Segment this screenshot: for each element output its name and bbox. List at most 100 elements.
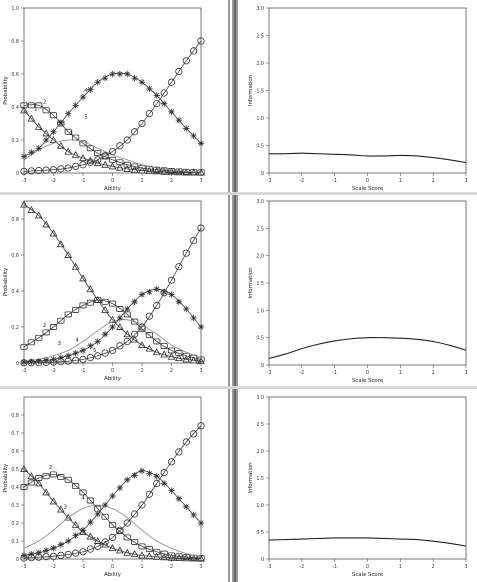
square-marker bbox=[131, 163, 139, 170]
series-category-5 bbox=[20, 37, 205, 175]
x-tick-label: -1 bbox=[332, 178, 337, 184]
triangle-marker bbox=[160, 553, 169, 561]
star-marker bbox=[65, 537, 72, 545]
star-marker bbox=[20, 153, 28, 160]
star-marker bbox=[124, 305, 131, 313]
row-separator bbox=[0, 192, 477, 195]
y-tick-label: 0.5 bbox=[11, 467, 19, 473]
star-marker bbox=[57, 354, 65, 361]
circle-marker bbox=[94, 352, 102, 360]
star-marker bbox=[153, 286, 160, 293]
star-marker bbox=[94, 510, 101, 518]
circle-marker bbox=[72, 549, 80, 557]
y-tick-label: 0.6 bbox=[11, 72, 19, 78]
star-marker bbox=[28, 358, 35, 365]
x-tick-label: 0 bbox=[111, 564, 114, 570]
series-category-5 bbox=[20, 224, 205, 367]
triangle-marker bbox=[138, 340, 146, 348]
square-marker bbox=[64, 476, 72, 483]
circle-marker bbox=[108, 147, 117, 156]
star-marker bbox=[101, 501, 109, 509]
panel-splitter-highlight bbox=[230, 0, 232, 582]
circle-marker bbox=[42, 166, 50, 174]
y-tick-label: 2.5 bbox=[256, 226, 264, 232]
circle-marker bbox=[86, 353, 94, 362]
series-line bbox=[23, 204, 202, 362]
star-marker bbox=[183, 503, 190, 510]
triangle-marker bbox=[123, 330, 132, 338]
x-tick-label: 2 bbox=[432, 370, 435, 376]
triangle-marker bbox=[56, 240, 65, 248]
star-marker bbox=[87, 342, 94, 350]
star-marker bbox=[146, 470, 153, 477]
y-tick-label: 0.3 bbox=[11, 503, 19, 509]
triangle-marker bbox=[174, 553, 183, 561]
x-axis-label: Ability bbox=[104, 186, 122, 192]
curve-label: 3 bbox=[70, 131, 73, 137]
square-marker bbox=[79, 489, 87, 496]
x-tick-label: -2 bbox=[299, 370, 304, 376]
circle-marker bbox=[35, 166, 43, 175]
square-marker bbox=[138, 325, 146, 332]
triangle-marker bbox=[108, 544, 117, 552]
square-marker bbox=[182, 352, 190, 359]
square-marker bbox=[167, 347, 176, 354]
square-marker bbox=[153, 338, 161, 345]
triangle-marker bbox=[160, 167, 169, 175]
triangle-marker bbox=[130, 165, 139, 173]
triangle-marker bbox=[108, 315, 117, 323]
y-tick-label: 0.1 bbox=[11, 539, 19, 545]
star-marker bbox=[42, 357, 50, 364]
square-marker bbox=[86, 299, 94, 306]
y-tick-label: 0.4 bbox=[11, 289, 19, 295]
circle-marker bbox=[108, 533, 117, 542]
triangle-marker bbox=[182, 355, 191, 363]
plot-frame bbox=[23, 200, 202, 364]
star-marker bbox=[28, 149, 35, 156]
star-marker bbox=[183, 305, 190, 313]
square-marker bbox=[94, 297, 102, 303]
circle-marker bbox=[20, 167, 28, 175]
x-tick-label: -3 bbox=[22, 178, 27, 184]
star-marker bbox=[35, 358, 42, 365]
circle-marker bbox=[20, 359, 28, 367]
panel-splitter[interactable] bbox=[228, 0, 238, 582]
plot-frame bbox=[268, 396, 467, 560]
circle-marker bbox=[116, 526, 124, 534]
triangle-marker bbox=[101, 160, 110, 168]
triangle-marker bbox=[42, 220, 51, 228]
triangle-marker bbox=[64, 147, 73, 155]
panel-splitter-shadow bbox=[234, 0, 236, 582]
triangle-marker bbox=[27, 472, 36, 480]
y-tick-label: 0.8 bbox=[11, 413, 19, 419]
y-tick-label: 0.5 bbox=[256, 530, 264, 536]
star-marker bbox=[138, 291, 146, 298]
y-tick-label: 0 bbox=[16, 361, 19, 367]
triangle-marker bbox=[49, 229, 58, 237]
star-marker bbox=[79, 93, 87, 101]
circle-marker bbox=[35, 553, 43, 561]
circle-marker bbox=[79, 161, 87, 169]
star-marker bbox=[72, 349, 79, 357]
square-marker bbox=[27, 102, 35, 109]
square-marker bbox=[42, 329, 50, 336]
triangle-marker bbox=[64, 513, 73, 521]
circle-marker bbox=[153, 100, 161, 108]
star-marker bbox=[138, 79, 146, 86]
star-marker bbox=[124, 476, 131, 483]
square-marker bbox=[182, 554, 190, 561]
series-line bbox=[23, 227, 202, 364]
star-marker bbox=[57, 119, 65, 126]
square-marker bbox=[131, 318, 139, 325]
series-information bbox=[268, 537, 467, 547]
circle-marker bbox=[153, 479, 161, 487]
x-tick-label: 0 bbox=[366, 370, 369, 376]
circle-marker bbox=[94, 542, 102, 551]
x-tick-label: -2 bbox=[299, 178, 304, 184]
triangle-marker bbox=[145, 166, 154, 174]
triangle-marker bbox=[101, 305, 110, 313]
circle-marker bbox=[138, 501, 146, 509]
circle-marker bbox=[131, 128, 139, 136]
circle-marker bbox=[57, 165, 65, 173]
